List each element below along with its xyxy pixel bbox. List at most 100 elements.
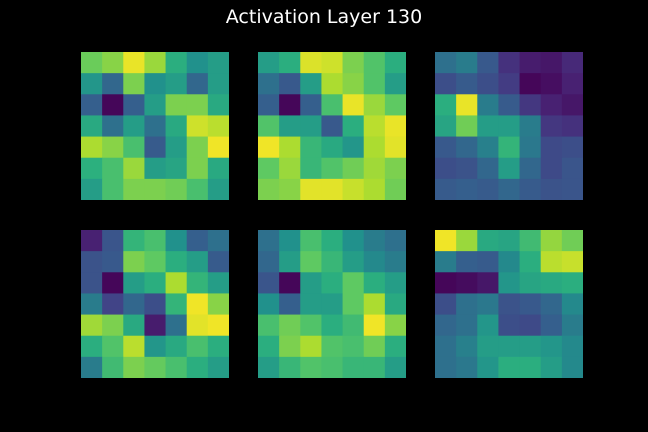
heatmap-cell-r1-c5	[363, 251, 386, 273]
heatmap-cell-r2-c6	[207, 94, 229, 116]
heatmap-cell-r5-c5	[186, 335, 209, 358]
heatmap-cell-r3-c1	[456, 293, 478, 315]
heatmap-cell-r4-c0	[435, 136, 457, 159]
heatmap-cell-r0-c1	[102, 230, 124, 252]
heatmap-cell-r1-c4	[519, 251, 542, 273]
heatmap-svg	[435, 230, 583, 378]
heatmap-cell-r3-c6	[561, 115, 583, 137]
heatmap-cell-r2-c5	[363, 94, 386, 116]
heatmap-cell-r3-c6	[384, 293, 406, 315]
heatmap-cell-r2-c0	[435, 94, 457, 116]
heatmap-cell-r6-c1	[102, 178, 124, 200]
heatmap-cell-r1-c1	[456, 73, 478, 95]
heatmap-cell-r0-c6	[561, 230, 583, 252]
heatmap-cell-r0-c5	[540, 230, 563, 252]
heatmap-cell-r2-c0	[81, 272, 103, 294]
heatmap-cell-r2-c4	[342, 94, 365, 116]
heatmap-cell-r4-c3	[144, 136, 166, 159]
chart-title: Activation Layer 130	[225, 6, 423, 28]
heatmap-cell-r0-c2	[300, 52, 322, 74]
heatmap-cell-r0-c0	[81, 52, 103, 74]
heatmap-cell-r2-c1	[102, 272, 124, 294]
heatmap-cell-r6-c3	[321, 178, 343, 200]
heatmap-cell-r4-c5	[540, 314, 563, 337]
heatmap-cell-r3-c4	[519, 115, 542, 137]
heatmap-cell-r4-c1	[279, 136, 301, 159]
heatmap-cell-r5-c4	[165, 335, 188, 358]
heatmap-cell-r6-c6	[384, 178, 406, 200]
heatmap-cell-r0-c2	[123, 52, 145, 74]
heatmap-cell-r4-c0	[258, 136, 280, 159]
heatmap-cell-r5-c5	[363, 335, 386, 358]
heatmap-cell-r3-c4	[165, 293, 188, 315]
heatmap-cell-r6-c2	[300, 178, 322, 200]
heatmap-cell-r2-c2	[123, 272, 145, 294]
heatmap-cell-r1-c4	[519, 73, 542, 95]
heatmap-cell-r5-c3	[498, 335, 520, 358]
heatmap-cell-r0-c0	[258, 230, 280, 252]
heatmap-cell-r1-c5	[363, 73, 386, 95]
heatmap-cell-r6-c2	[123, 178, 145, 200]
heatmap-cell-r0-c6	[384, 52, 406, 74]
heatmap-cell-r1-c2	[123, 251, 145, 273]
heatmap-cell-r6-c6	[561, 178, 583, 200]
heatmap-cell-r6-c5	[186, 178, 209, 200]
heatmap-cell-r0-c4	[519, 52, 542, 74]
activation-map-1	[81, 52, 229, 200]
heatmap-cell-r0-c6	[384, 230, 406, 252]
heatmap-cell-r3-c3	[321, 115, 343, 137]
heatmap-cell-r3-c5	[540, 115, 563, 137]
heatmap-cell-r5-c1	[279, 335, 301, 358]
heatmap-cell-r1-c0	[81, 251, 103, 273]
heatmap-cell-r0-c5	[186, 230, 209, 252]
heatmap-cell-r3-c3	[321, 293, 343, 315]
activation-map-6	[435, 230, 583, 378]
heatmap-cell-r2-c2	[123, 94, 145, 116]
heatmap-cell-r6-c3	[144, 178, 166, 200]
activation-map-3	[435, 52, 583, 200]
heatmap-cell-r4-c4	[165, 136, 188, 159]
heatmap-cell-r4-c1	[279, 314, 301, 337]
heatmap-cell-r0-c3	[498, 230, 520, 252]
heatmap-cell-r5-c5	[540, 335, 563, 358]
heatmap-cell-r2-c6	[561, 272, 583, 294]
heatmap-cell-r6-c0	[81, 178, 103, 200]
heatmap-cell-r5-c3	[498, 157, 520, 180]
heatmap-cell-r3-c5	[186, 115, 209, 137]
heatmap-cell-r5-c2	[477, 335, 499, 358]
heatmap-cell-r1-c5	[540, 251, 563, 273]
heatmap-cell-r2-c6	[561, 94, 583, 116]
heatmap-cell-r0-c4	[519, 230, 542, 252]
heatmap-cell-r5-c3	[321, 157, 343, 180]
heatmap-cell-r4-c3	[321, 136, 343, 159]
heatmap-cell-r6-c2	[477, 178, 499, 200]
heatmap-cell-r6-c2	[123, 356, 145, 378]
heatmap-cell-r3-c2	[477, 293, 499, 315]
heatmap-cell-r6-c4	[519, 178, 542, 200]
heatmap-cell-r5-c0	[435, 157, 457, 180]
heatmap-cell-r1-c2	[123, 73, 145, 95]
heatmap-cell-r6-c4	[342, 356, 365, 378]
heatmap-cell-r1-c3	[144, 251, 166, 273]
heatmap-cell-r4-c6	[561, 136, 583, 159]
heatmap-cell-r0-c3	[144, 52, 166, 74]
heatmap-cell-r6-c4	[342, 178, 365, 200]
heatmap-cell-r4-c6	[561, 314, 583, 337]
heatmap-cell-r1-c5	[540, 73, 563, 95]
activation-map-4	[81, 230, 229, 378]
heatmap-cell-r2-c6	[384, 94, 406, 116]
heatmap-cell-r3-c3	[144, 115, 166, 137]
heatmap-cell-r0-c4	[342, 52, 365, 74]
heatmap-cell-r2-c4	[519, 272, 542, 294]
heatmap-cell-r1-c1	[102, 73, 124, 95]
heatmap-cell-r4-c1	[456, 136, 478, 159]
heatmap-cell-r6-c0	[81, 356, 103, 378]
heatmap-cell-r5-c5	[186, 157, 209, 180]
heatmap-cell-r6-c0	[258, 356, 280, 378]
heatmap-cell-r4-c1	[102, 136, 124, 159]
heatmap-cell-r5-c4	[519, 335, 542, 358]
heatmap-cell-r6-c0	[258, 178, 280, 200]
heatmap-cell-r6-c5	[540, 356, 563, 378]
heatmap-cell-r1-c3	[321, 251, 343, 273]
